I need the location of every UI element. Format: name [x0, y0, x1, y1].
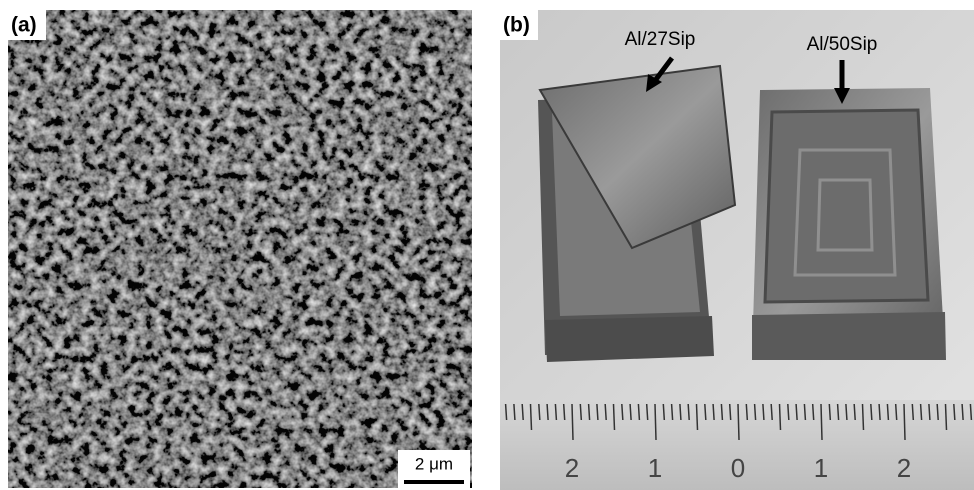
ruler-tick: [937, 404, 938, 420]
ruler-tick: [763, 404, 764, 420]
ruler-tick: [796, 404, 797, 420]
ruler-tick: [788, 404, 789, 420]
ruler-tick: [730, 404, 731, 420]
ruler-tick: [863, 404, 864, 430]
ruler-tick: [746, 404, 747, 420]
annotation: Al/27Sip: [625, 29, 696, 50]
sem-texture: [8, 10, 472, 488]
ruler-label: 1: [814, 453, 828, 483]
ruler-tick: [638, 404, 639, 420]
ruler-tick: [614, 404, 615, 430]
ruler-tick: [846, 404, 847, 420]
ruler-tick: [954, 404, 955, 420]
panel-label: (a): [11, 14, 37, 37]
ruler-tick: [929, 404, 930, 420]
ruler-tick: [970, 404, 971, 420]
ruler-tick: [829, 404, 830, 420]
ruler-tick: [854, 404, 855, 420]
ruler-tick: [962, 404, 963, 420]
ruler-tick: [622, 404, 623, 420]
ruler-tick: [663, 404, 664, 420]
ruler-tick: [721, 404, 722, 420]
ruler-tick: [522, 404, 523, 420]
ruler-tick: [780, 404, 781, 430]
right-tray-cavity: [765, 110, 928, 302]
ruler-tick: [564, 404, 565, 420]
ruler-tick: [605, 404, 606, 420]
panel-a: (a) 2 μm: [8, 10, 472, 488]
ruler-tick: [688, 404, 689, 420]
ruler-tick: [697, 404, 698, 430]
ruler-tick: [871, 404, 872, 420]
ruler-tick: [705, 404, 706, 420]
ruler-tick: [755, 404, 756, 420]
left-tray-front: [545, 316, 714, 362]
right-tray-front: [752, 312, 946, 360]
annotation: Al/50Sip: [807, 34, 878, 55]
ruler-tick: [821, 404, 822, 440]
panel-label: (b): [503, 14, 530, 37]
ruler-tick: [879, 404, 880, 420]
ruler-tick: [580, 404, 581, 420]
ruler-tick: [904, 404, 905, 440]
ruler-tick: [921, 404, 922, 420]
ruler-tick: [589, 404, 590, 420]
figure: (a) 2 μm Al/27Sip Al/50Sip 2 1 0 1 2 (b): [0, 0, 974, 490]
ruler-tick: [771, 404, 772, 420]
ruler-tick: [531, 404, 532, 430]
ruler-tick: [672, 404, 673, 420]
panel-b: Al/27Sip Al/50Sip 2 1 0 1 2 (b): [500, 10, 974, 490]
ruler-tick: [887, 404, 888, 420]
ruler-tick: [838, 404, 839, 420]
ruler-tick: [912, 404, 913, 420]
ruler-tick: [813, 404, 814, 420]
ruler-tick: [514, 404, 515, 420]
ruler-label: 0: [731, 453, 745, 483]
ruler-tick: [680, 404, 681, 420]
ruler-tick: [946, 404, 947, 430]
ruler-tick: [647, 404, 648, 420]
ruler-tick: [506, 404, 507, 420]
scale-bar-label: 2 μm: [415, 454, 453, 473]
ruler-tick: [539, 404, 540, 420]
ruler-tick: [630, 404, 631, 420]
ruler-tick: [555, 404, 556, 420]
ruler-tick: [655, 404, 656, 440]
ruler-tick: [547, 404, 548, 420]
ruler-tick: [572, 404, 573, 440]
ruler-tick: [896, 404, 897, 420]
ruler-tick: [738, 404, 739, 440]
ruler-label: 2: [565, 453, 579, 483]
ruler-tick: [597, 404, 598, 420]
ruler-label: 1: [648, 453, 662, 483]
ruler-tick: [713, 404, 714, 420]
ruler-tick: [804, 404, 805, 420]
ruler-label: 2: [897, 453, 911, 483]
